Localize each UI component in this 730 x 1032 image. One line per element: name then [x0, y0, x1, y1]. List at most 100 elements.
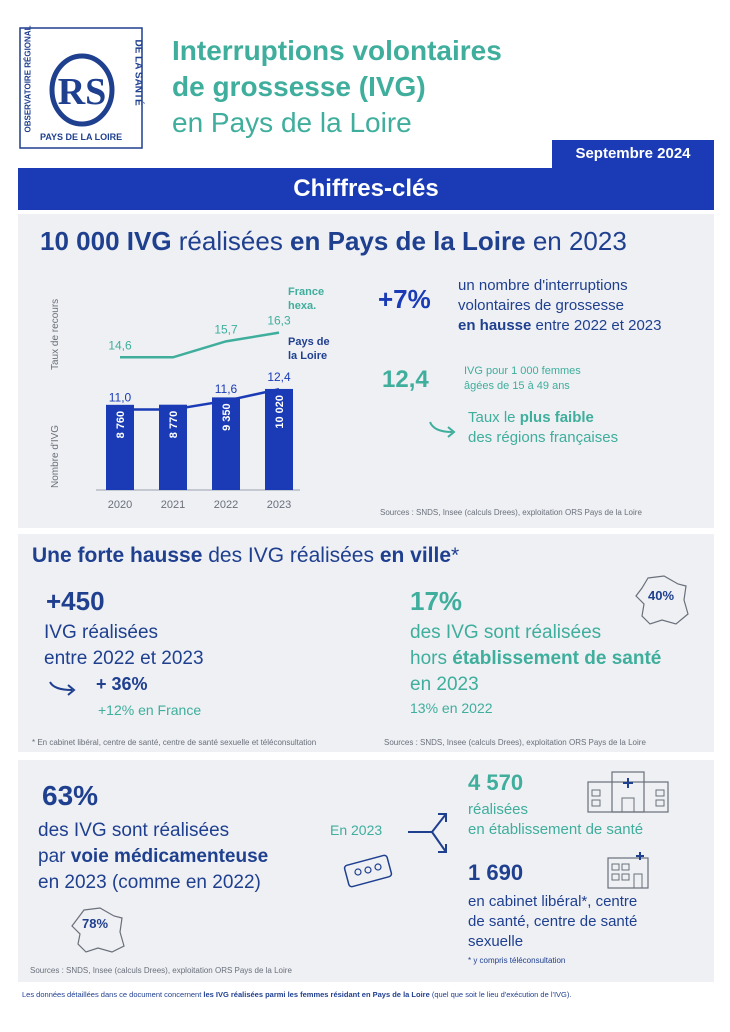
section1-source: Sources : SNDS, Insee (calculs Drees), e…: [380, 508, 642, 517]
x-tick-label: 2020: [108, 499, 132, 511]
section1-headline: 10 000 IVG réalisées en Pays de la Loire…: [40, 226, 627, 257]
section2-title-emphasis: Une forte hausse: [32, 544, 203, 567]
logo-right-text: DE LA SANTÉ: [132, 39, 144, 106]
section2-source: Sources : SNDS, Insee (calculs Drees), e…: [384, 738, 646, 747]
bar-2022: [212, 397, 240, 490]
city-increase-line-1: IVG réalisées: [44, 622, 159, 643]
france-map-icon: [71, 907, 125, 953]
logo-top-text: OBSERVATOIRE RÉGIONAL: [23, 25, 33, 133]
out-of-hospital-line-3: en 2023: [410, 674, 479, 695]
footer-prefix: Les données détaillées dans ce document …: [22, 990, 204, 999]
title-line-3: en Pays de la Loire: [172, 107, 412, 138]
city-line-1: en cabinet libéral*, centre: [468, 893, 638, 910]
bar-2021: [159, 404, 187, 490]
line-value-label: 15,7: [214, 322, 238, 336]
stat-rate-line-2: âgées de 15 à 49 ans: [464, 380, 570, 392]
headline-verb: réalisées: [171, 226, 291, 256]
bar-2020: [106, 404, 134, 490]
curved-arrow-icon: [49, 681, 76, 696]
logo-graphic: RS: [19, 27, 143, 149]
title-line-2: de grossesse (IVG): [172, 71, 426, 102]
hospital-line-1: réalisées: [468, 801, 529, 818]
out-of-hospital-line-1: des IVG sont réalisées: [410, 622, 602, 643]
stat-rate-comparison-line-2: des régions françaises: [468, 429, 619, 446]
city-increase-text: IVG réalisées entre 2022 et 2023: [44, 620, 204, 672]
curved-arrow-icon: [429, 421, 456, 438]
map-value-78: 78%: [82, 916, 109, 931]
medical-text: des IVG sont réalisées par voie médicame…: [38, 818, 268, 896]
stat-rate-line-1: IVG pour 1 000 femmes: [464, 365, 581, 377]
city-text: en cabinet libéral*, centre de santé, ce…: [468, 892, 637, 952]
section-city-ivg: Une forte hausse des IVG réalisées en vi…: [18, 534, 714, 752]
ors-logo: RS OBSERVATOIRE RÉGIONAL DE LA SANTÉ PAY…: [18, 26, 144, 150]
hospital-text: réalisées en établissement de santé: [468, 800, 643, 840]
bar-value-label: 9 350: [221, 403, 233, 431]
hospital-line-2: en établissement de santé: [468, 821, 644, 838]
title-line-1: Interruptions volontaires: [172, 35, 502, 66]
chart-area: Taux de recours Nombre d'IVG 8 760 2020 8 …: [38, 274, 368, 514]
out-of-hospital-line-2: hors établissement de santé: [410, 646, 661, 672]
out-of-hospital-text: des IVG sont réalisées hors établissemen…: [410, 620, 661, 698]
line-series-1: [120, 387, 280, 411]
legend-france-1: France: [288, 286, 325, 298]
bar-value-label: 10 020: [274, 395, 286, 429]
city-increase-line-2: entre 2022 et 2023: [44, 648, 204, 669]
hospital-icon: [587, 771, 669, 813]
stat-rate-text: IVG pour 1 000 femmes âgées de 15 à 49 a…: [464, 364, 581, 394]
stat-increase-line-2: volontaires de grossesse: [458, 297, 624, 314]
city-increase-value: +450: [46, 586, 105, 616]
medical-prefix: par: [38, 846, 71, 867]
city-change-france: +12% en France: [98, 702, 202, 718]
city-change-percent: + 36%: [96, 674, 148, 694]
section-total-ivg: 10 000 IVG réalisées en Pays de la Loire…: [18, 214, 714, 528]
line-value-label: 14,6: [108, 338, 132, 352]
out-of-hospital-prefix: hors: [410, 648, 453, 669]
medical-line-3: en 2023 (comme en 2022): [38, 872, 261, 893]
line-value-label: 11,6: [215, 382, 238, 396]
pills-icon: [343, 854, 393, 888]
legend-pdl-2: la Loire: [288, 350, 328, 362]
publication-date: Septembre 2024: [552, 140, 714, 168]
section2-footnote: * En cabinet libéral, centre de santé, c…: [32, 738, 317, 747]
stat-rate-value: 12,4: [382, 366, 429, 393]
out-of-hospital-previous: 13% en 2022: [410, 700, 493, 716]
section3-source: Sources : SNDS, Insee (calculs Drees), e…: [30, 966, 292, 975]
year-label: En 2023: [330, 822, 383, 838]
comparison-prefix: Taux le: [468, 409, 520, 426]
out-of-hospital-value: 17%: [410, 586, 463, 616]
logo-monogram: RS: [58, 71, 107, 113]
stat-rate-comparison-line-1: Taux le plus faible: [468, 408, 618, 428]
map-value-40: 40%: [648, 588, 675, 603]
stat-increase-period: entre 2022 et 2023: [531, 317, 662, 334]
city-value: 1 690: [468, 860, 524, 885]
line-value-label: 11,0: [109, 391, 132, 405]
stat-increase-text: un nombre d'interruptions volontaires de…: [458, 276, 661, 336]
comparison-emphasis: plus faible: [519, 409, 594, 426]
france-map-icon: [635, 575, 689, 625]
section2-title-mid: des IVG réalisées: [202, 544, 380, 567]
bar-value-label: 8 770: [168, 411, 180, 439]
city-line-3: sexuelle: [468, 933, 524, 950]
hospital-value: 4 570: [468, 770, 524, 795]
medical-emphasis: voie médicamenteuse: [70, 846, 269, 867]
medical-value: 63%: [42, 780, 99, 811]
section-medical-ivg: 63% des IVG sont réalisées par voie médi…: [18, 760, 714, 982]
headline-year: en 2023: [525, 226, 627, 256]
city-line-2: de santé, centre de santé: [468, 913, 638, 930]
footer-suffix: (quel que soit le lieu d'exécution de l'…: [429, 990, 572, 999]
bar-value-label: 8 760: [115, 411, 127, 439]
x-tick-label: 2021: [161, 499, 185, 511]
stat-increase-value: +7%: [378, 284, 431, 314]
x-tick-label: 2022: [214, 499, 238, 511]
split-arrows-icon: [408, 813, 447, 853]
ivg-chart: 8 760 2020 8 770 2021 9 350 2022 10 020 2023 14,…: [96, 314, 300, 511]
section2-title: Une forte hausse des IVG réalisées en vi…: [32, 544, 459, 568]
stat-rate-comparison: Taux le plus faible des régions français…: [468, 408, 618, 448]
medical-line-1: des IVG sont réalisées: [38, 820, 230, 841]
logo-bottom-text: PAYS DE LA LOIRE: [40, 132, 123, 142]
line-series-0: [120, 331, 280, 359]
line-value-label: 16,3: [267, 314, 291, 328]
legend-france-2: hexa.: [288, 300, 317, 312]
stat-increase-emphasis: en hausse: [458, 317, 532, 334]
footer-note: Les données détaillées dans ce document …: [22, 990, 571, 999]
